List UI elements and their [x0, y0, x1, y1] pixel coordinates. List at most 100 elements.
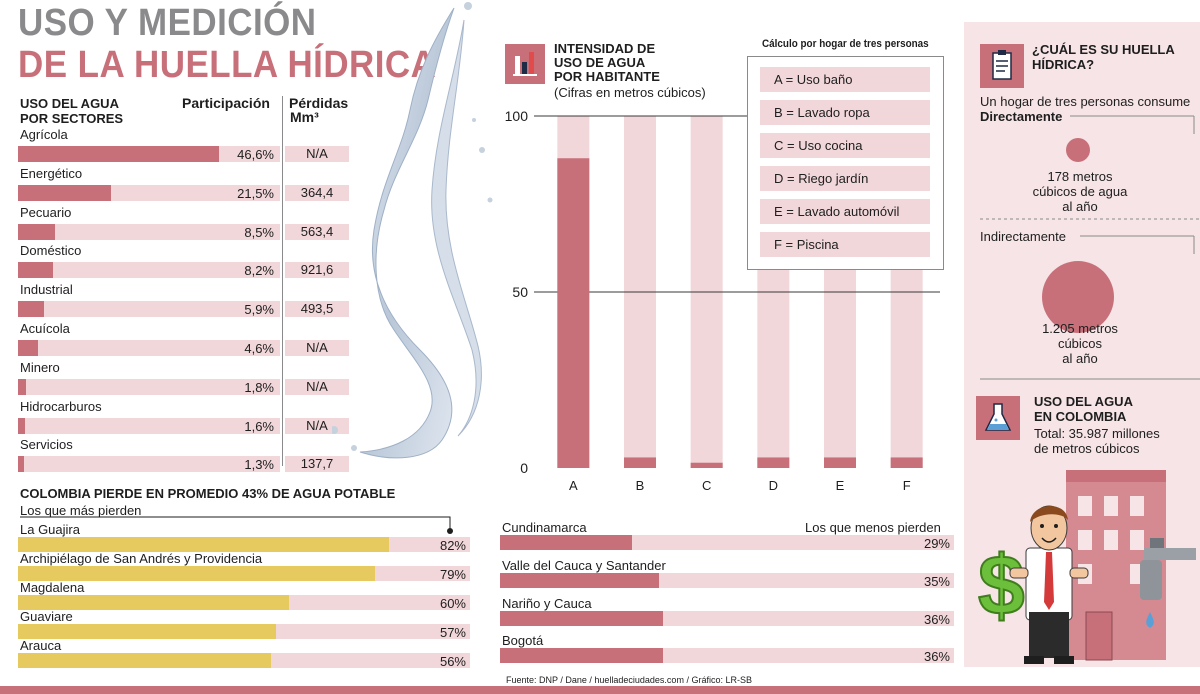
loss-region-label: Magdalena — [20, 580, 85, 595]
loss-region-label: Bogotá — [502, 633, 544, 649]
man-icon — [1009, 505, 1089, 664]
sector-bar — [18, 223, 55, 240]
indirect-label: Indirectamente — [980, 229, 1066, 244]
sector-bar — [18, 417, 25, 434]
loss-bar — [18, 595, 290, 610]
loss-region-label: Cundinamarca — [502, 520, 587, 535]
source-note: Fuente: DNP / Dane / huelladeciudades.co… — [506, 675, 752, 685]
sector-bar — [18, 146, 220, 162]
sector-share-value: 1,8% — [244, 379, 274, 395]
sector-bar-track: 8,5% — [18, 223, 280, 240]
loss-region-label: Archipiélago de San Andrés y Providencia — [20, 551, 263, 566]
loss-most-title: Los que más pierden — [20, 503, 142, 518]
sector-loss-value: 921,6 — [285, 262, 349, 279]
clipboard-icon-box — [980, 44, 1024, 88]
loss-bar — [500, 610, 664, 626]
water-drop-icon — [1146, 612, 1154, 628]
sector-bar — [18, 262, 54, 279]
sector-loss-value: 364,4 — [285, 184, 349, 201]
sector-share-value: 8,2% — [244, 263, 274, 279]
y-tick-label: 100 — [505, 108, 529, 124]
chart-icon — [505, 44, 545, 84]
indirect-value: 1.205 metros cúbicos al año — [1042, 321, 1118, 366]
indirect-bubble — [1042, 261, 1114, 333]
sector-loss-value: N/A — [285, 340, 349, 356]
sector-bar — [18, 184, 111, 201]
sector-loss-value: N/A — [285, 146, 349, 162]
loss-bar-track: 82% — [18, 537, 470, 553]
loss-region-label: Nariño y Cauca — [502, 595, 592, 611]
sector-label: Industrial — [20, 282, 73, 298]
loss-value: 79% — [439, 567, 466, 582]
water-splash-image — [332, 2, 493, 459]
loss-value: 60% — [439, 596, 466, 611]
page-title-line1: USO Y MEDICIÓN — [18, 2, 317, 44]
sectors-header-loss: Pérdidas — [289, 95, 349, 111]
x-tick-label: A — [569, 478, 578, 493]
sector-bar — [18, 301, 44, 318]
loss-region-label: Arauca — [20, 638, 62, 653]
page-title-line2: DE LA HUELLA HÍDRICA — [18, 44, 437, 86]
bar-A — [557, 158, 590, 469]
x-tick-label: B — [636, 478, 645, 493]
sector-label: Acuícola — [20, 321, 70, 336]
sector-loss-value: N/A — [285, 378, 349, 395]
x-tick-label: C — [702, 478, 711, 493]
sector-bar-track: 21,5% — [18, 184, 280, 201]
sector-bar-track: 5,9% — [18, 301, 280, 318]
loss-value: 36% — [923, 649, 950, 665]
loss-bar-track: 36% — [500, 610, 954, 627]
sector-loss-value: 137,7 — [285, 456, 349, 473]
legend-item: A = Uso baño — [760, 67, 930, 92]
loss-value: 82% — [439, 538, 466, 553]
direct-label: Directamente — [980, 109, 1063, 124]
loss-value: 57% — [439, 625, 466, 640]
loss-bar-track: 56% — [18, 653, 470, 669]
sectors-header-use: USO DEL AGUA POR SECTORES — [20, 96, 124, 126]
loss-bar — [18, 653, 272, 668]
loss-bar-track: 35% — [500, 572, 954, 589]
bar-chart-icon — [513, 52, 537, 76]
sector-label: Servicios — [20, 437, 73, 453]
sectors-header-share: Participación — [182, 95, 270, 111]
loss-region-label: La Guajira — [20, 522, 80, 537]
sectors-header-loss-unit: Mm³ — [290, 109, 319, 125]
loss-bar — [500, 535, 632, 550]
loss-bar — [500, 648, 664, 664]
sector-label: Hidrocarburos — [20, 398, 102, 414]
colombia-title: USO DEL AGUA EN COLOMBIA — [1034, 394, 1133, 424]
sectors-column-divider — [282, 96, 283, 466]
sector-loss-value: 563,4 — [285, 223, 349, 240]
loss-value: 36% — [923, 611, 950, 627]
footprint-panel: ¿CUÁL ES SU HUELLA HÍDRICA? Un hogar de … — [964, 22, 1200, 667]
chart-legend: A = Uso baño B = Lavado ropa C = Uso cocin… — [747, 56, 944, 270]
legend-item: B = Lavado ropa — [760, 100, 930, 125]
x-tick-label: E — [836, 478, 845, 493]
indirect-connector — [980, 235, 1200, 380]
colombia-total: Total: 35.987 millones de metros cúbicos — [1034, 426, 1160, 456]
loss-bar — [18, 537, 389, 552]
dollar-icon: $ — [978, 538, 1025, 632]
sector-bar — [18, 340, 38, 356]
sector-bar-track: 8,2% — [18, 262, 280, 279]
flask-icon-box — [976, 396, 1020, 440]
sector-label: Doméstico — [20, 243, 82, 259]
legend-item: F = Piscina — [760, 232, 930, 257]
loss-region-label: Valle del Cauca y Santander — [502, 557, 666, 573]
loss-bar-track: 36% — [500, 648, 954, 665]
bar-D — [757, 457, 790, 468]
sector-bar-track: 1,8% — [18, 378, 280, 395]
loss-value: 29% — [923, 536, 950, 551]
sector-label: Agrícola — [20, 127, 68, 142]
legend-item: C = Uso cocina — [760, 133, 930, 158]
direct-connector — [980, 115, 1200, 220]
y-tick-label: 50 — [512, 284, 528, 300]
loss-bar-track: 79% — [18, 566, 470, 582]
bar-C — [690, 462, 723, 468]
sector-share-value: 1,3% — [244, 457, 274, 473]
sector-bar-track: 46,6% — [18, 146, 280, 162]
x-tick-label: D — [769, 478, 778, 493]
sector-share-value: 5,9% — [244, 302, 274, 318]
bar-B — [624, 457, 656, 468]
sector-loss-value: 493,5 — [285, 301, 349, 318]
